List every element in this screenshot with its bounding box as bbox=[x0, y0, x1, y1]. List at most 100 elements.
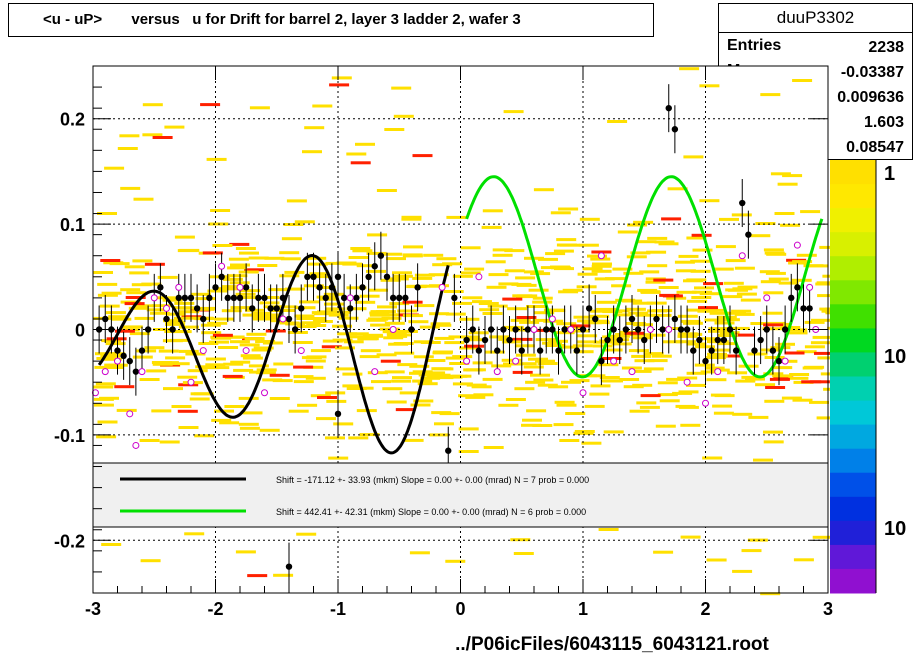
profile-point-open bbox=[665, 326, 673, 333]
histogram-cell bbox=[657, 393, 678, 397]
histogram-cell bbox=[784, 351, 805, 355]
histogram-cell bbox=[151, 409, 172, 413]
histogram-cell bbox=[782, 174, 803, 178]
histogram-cell bbox=[300, 321, 321, 325]
profile-point bbox=[549, 326, 556, 333]
histogram-cell bbox=[246, 332, 267, 336]
profile-point-open bbox=[138, 368, 146, 376]
histogram-cell bbox=[674, 260, 695, 264]
histogram-cell bbox=[482, 377, 503, 381]
histogram-cell bbox=[402, 314, 423, 318]
profile-point-open bbox=[738, 252, 746, 260]
profile-point bbox=[487, 326, 495, 333]
histogram-cell bbox=[190, 392, 211, 396]
histogram-cell bbox=[579, 217, 600, 221]
histogram-cell bbox=[272, 379, 293, 383]
histogram-cell bbox=[223, 362, 244, 366]
histogram-cell bbox=[317, 310, 337, 314]
histogram-cell bbox=[548, 385, 569, 389]
histogram-cell bbox=[434, 422, 454, 426]
histogram-cell bbox=[304, 126, 325, 130]
profile-point bbox=[720, 336, 728, 344]
histogram-cell bbox=[526, 305, 546, 308]
histogram-cell bbox=[436, 257, 457, 261]
profile-point bbox=[108, 326, 115, 333]
histogram-cell bbox=[522, 418, 542, 422]
histogram-cell bbox=[537, 362, 558, 365]
histogram-cell bbox=[116, 408, 137, 412]
histogram-cell bbox=[550, 211, 571, 215]
histogram-cell bbox=[655, 424, 676, 428]
histogram-cell bbox=[489, 335, 510, 339]
histogram-cell bbox=[686, 371, 707, 375]
histogram-cell bbox=[471, 385, 492, 389]
histogram-cell bbox=[384, 321, 405, 325]
profile-point-open bbox=[114, 357, 121, 365]
profile-point bbox=[585, 305, 593, 312]
histogram-cell bbox=[235, 550, 256, 554]
histogram-cell bbox=[316, 417, 336, 421]
fit-curve-black bbox=[97, 253, 450, 455]
histogram-cell bbox=[636, 240, 657, 244]
histogram-cell bbox=[626, 255, 647, 259]
histogram-cell bbox=[523, 270, 544, 274]
profile-point bbox=[340, 294, 348, 302]
x-tick-label: 1 bbox=[578, 599, 588, 619]
histogram-cell bbox=[369, 313, 390, 317]
profile-point bbox=[610, 326, 617, 333]
histogram-cell bbox=[498, 403, 519, 407]
histogram-cell bbox=[335, 367, 356, 371]
palette-label: 10 bbox=[884, 346, 906, 368]
histogram-cell bbox=[792, 79, 813, 82]
histogram-cell bbox=[239, 426, 260, 430]
profile-point bbox=[739, 199, 746, 207]
histogram-cell bbox=[413, 399, 434, 403]
profile-point-open bbox=[714, 368, 722, 376]
histogram-cell bbox=[386, 332, 407, 336]
histogram-cell bbox=[401, 215, 422, 219]
profile-point-open bbox=[236, 283, 244, 291]
histogram-cell bbox=[515, 276, 536, 280]
histogram-cell bbox=[465, 368, 486, 372]
histogram-cell bbox=[230, 360, 251, 364]
histogram-cell bbox=[725, 259, 746, 263]
histogram-cell bbox=[647, 236, 668, 240]
histogram-cell bbox=[146, 369, 167, 373]
histogram-cell bbox=[680, 423, 701, 427]
histogram-cell bbox=[287, 331, 308, 334]
histogram-cell bbox=[623, 385, 644, 389]
histogram-cell bbox=[124, 265, 145, 269]
profile-point bbox=[279, 294, 287, 302]
histogram-cell bbox=[561, 380, 581, 384]
histogram-cell bbox=[712, 404, 733, 408]
histogram-cell bbox=[333, 422, 354, 426]
histogram-cell bbox=[770, 346, 791, 350]
profile-point-open bbox=[126, 410, 134, 418]
profile-point bbox=[512, 326, 519, 333]
histogram-cell bbox=[515, 353, 536, 357]
histogram-cell bbox=[335, 346, 355, 350]
histogram-cell bbox=[359, 294, 380, 298]
profile-point bbox=[353, 294, 360, 302]
histogram-cell bbox=[248, 364, 269, 368]
profile-point bbox=[671, 315, 679, 323]
profile-point-open bbox=[628, 368, 636, 376]
histogram-cell bbox=[235, 292, 256, 296]
histogram-cell bbox=[538, 257, 558, 261]
profile-point-open bbox=[763, 294, 771, 302]
histogram-cell bbox=[371, 380, 391, 384]
histogram-cell bbox=[709, 311, 730, 315]
profile-point bbox=[261, 294, 268, 302]
histogram-cell bbox=[397, 309, 418, 313]
profile-point bbox=[163, 315, 170, 323]
profile-point bbox=[696, 336, 703, 344]
histogram-cell bbox=[136, 349, 157, 353]
histogram-cell bbox=[819, 307, 840, 311]
profile-point bbox=[334, 410, 342, 418]
histogram-cell bbox=[428, 273, 449, 277]
histogram-cell bbox=[281, 237, 302, 241]
histogram-cell bbox=[639, 270, 660, 274]
histogram-cell bbox=[699, 199, 720, 203]
histogram-cell bbox=[195, 306, 215, 310]
